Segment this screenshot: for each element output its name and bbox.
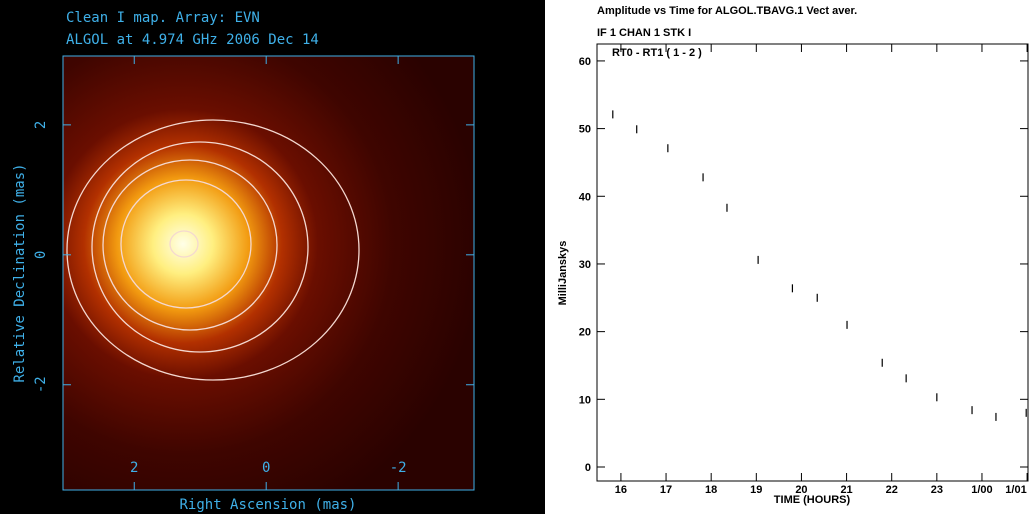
x-tick-label: 21 xyxy=(840,484,852,496)
y-tick-label: 50 xyxy=(579,124,591,136)
frame xyxy=(597,44,1028,481)
y-tick-label: 40 xyxy=(579,191,591,203)
map-panel: Clean I map. Array: EVN ALGOL at 4.974 G… xyxy=(0,0,545,514)
x-tick-label: 18 xyxy=(705,484,717,496)
x-tick-label: 23 xyxy=(931,484,943,496)
x-label: TIME (HOURS) xyxy=(774,494,851,506)
page: Clean I map. Array: EVN ALGOL at 4.974 G… xyxy=(0,0,1029,514)
y-tick-label: -2 xyxy=(33,376,49,393)
x-tick-label: 20 xyxy=(795,484,807,496)
image xyxy=(63,56,474,490)
x-tick-label: 1/00 xyxy=(971,484,992,496)
x-tick-label: 2 xyxy=(130,460,138,476)
y-label: Relative Declination (mas) xyxy=(12,163,28,382)
x-label: Right Ascension (mas) xyxy=(179,497,356,513)
plot-panel: Amplitude vs Time for ALGOL.TBAVG.1 Vect… xyxy=(557,5,1028,506)
y-tick-label: 30 xyxy=(579,259,591,271)
subtitle: IF 1 CHAN 1 STK I xyxy=(597,27,691,39)
x-tick-label: 1/01 xyxy=(1005,484,1026,496)
y-tick-label: 0 xyxy=(585,462,591,474)
x-tick-label: 22 xyxy=(886,484,898,496)
y-tick-label: 20 xyxy=(579,327,591,339)
subtitle: ALGOL at 4.974 GHz 2006 Dec 14 xyxy=(66,32,319,48)
x-tick-label: 0 xyxy=(262,460,270,476)
y-tick-label: 10 xyxy=(579,394,591,406)
y-label: MilliJanskys xyxy=(557,241,569,306)
y-tick-label: 60 xyxy=(579,56,591,68)
y-tick-label: 2 xyxy=(33,121,49,129)
title: Clean I map. Array: EVN xyxy=(66,10,260,26)
x-tick-label: 17 xyxy=(660,484,672,496)
x-tick-label: 16 xyxy=(615,484,627,496)
x-tick-label: -2 xyxy=(390,460,407,476)
y-tick-label: 0 xyxy=(33,251,49,259)
annotation: RT0 - RT1 ( 1 - 2 ) xyxy=(612,47,702,59)
x-tick-label: 19 xyxy=(750,484,762,496)
title: Amplitude vs Time for ALGOL.TBAVG.1 Vect… xyxy=(597,5,857,17)
